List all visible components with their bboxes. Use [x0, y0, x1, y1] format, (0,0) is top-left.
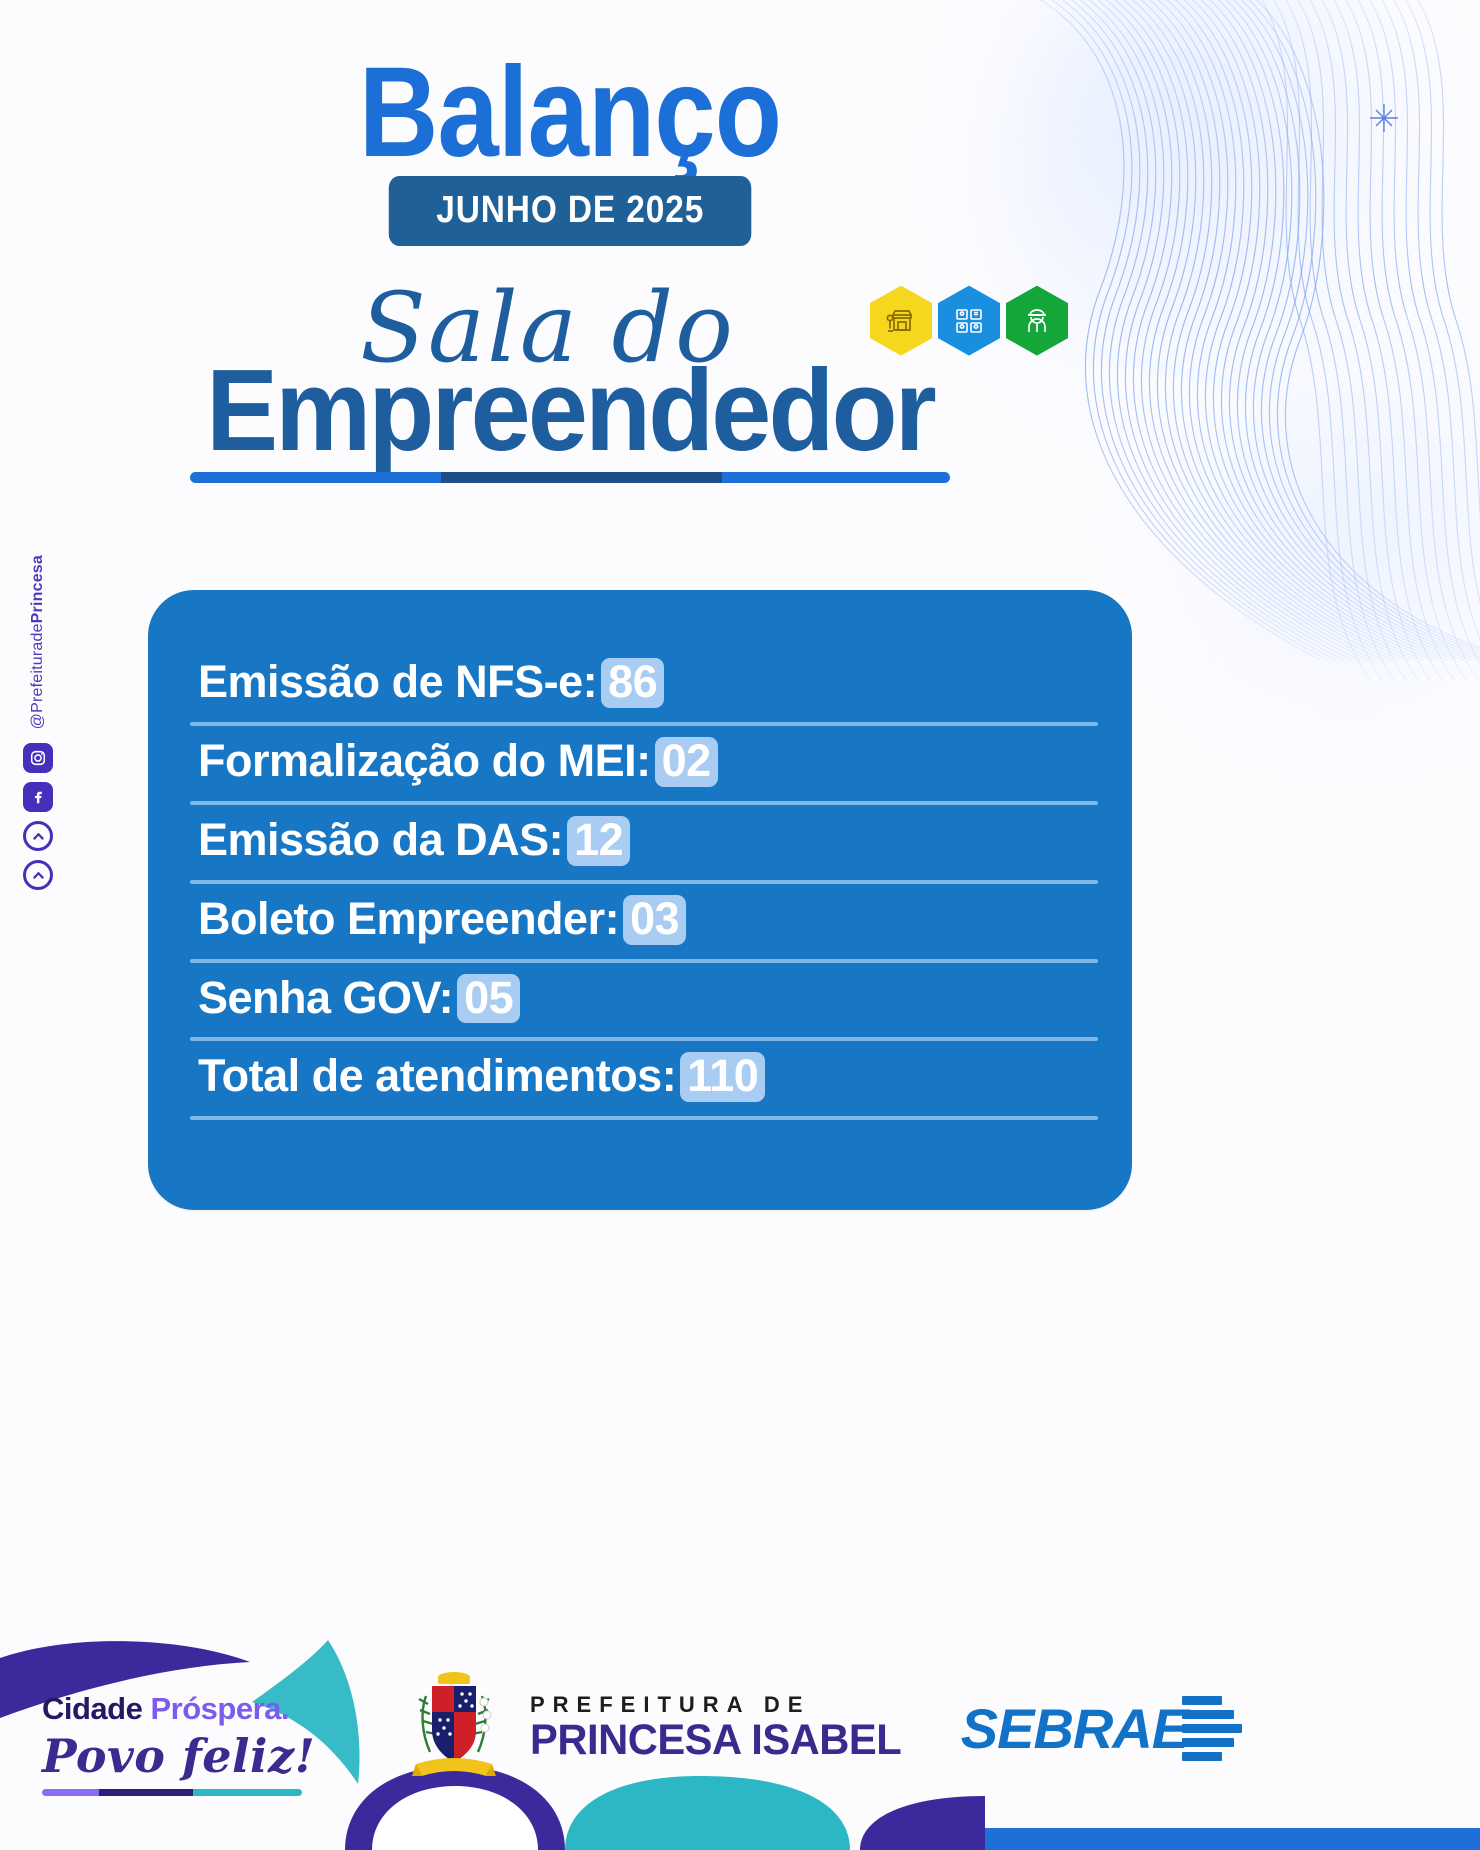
stat-label: Boleto Empreender: [198, 892, 620, 944]
slogan-line-2: Povo feliz! [42, 1729, 316, 1783]
stat-row-text: Total de atendimentos: 110 [174, 1050, 1106, 1103]
social-rail: @PrefeituradePrincesa [14, 555, 62, 891]
slogan-line-1b: Próspera. [150, 1691, 289, 1726]
slogan-line-1: Cidade Próspera. [42, 1691, 342, 1727]
stat-label: Emissão da DAS: [198, 813, 564, 865]
slogan-line-1a: Cidade [42, 1691, 151, 1726]
brand-lockup: Sala do [0, 272, 1140, 502]
social-handle-prefix: @Prefeiturade [29, 623, 46, 730]
page-title: Balanço [358, 41, 782, 184]
sebrae-logo: SEBRAE [960, 1695, 1243, 1761]
poster-header: Balanço JUNHO DE 2025 Sala do [0, 0, 1140, 502]
hex-icon-group [870, 285, 1068, 356]
stat-label: Formalização do MEI: [198, 734, 651, 786]
row-separator [190, 879, 1098, 884]
list-item: Senha GOV: 05 [174, 971, 1106, 1028]
brand-script-text: Sala do [360, 271, 735, 384]
stat-value: 02 [654, 736, 718, 787]
sebrae-wordmark: SEBRAE [960, 1696, 1189, 1760]
stat-value: 110 [680, 1052, 766, 1103]
social-icon-group [23, 743, 53, 891]
poster-footer: Cidade Próspera. Povo feliz! [0, 1640, 1480, 1850]
list-item: Boleto Empreender: 03 [174, 892, 1106, 949]
stats-list: Emissão de NFS-e: 86 Formalização do MEI:… [174, 658, 1106, 1131]
stat-row-text: Boleto Empreender: 03 [174, 892, 1106, 945]
stat-value: 12 [567, 815, 631, 866]
coat-of-arms-icon [412, 1672, 496, 1776]
stat-label: Emissão de NFS-e: [198, 656, 598, 707]
list-item: Emissão de NFS-e: 86 [174, 658, 1106, 712]
row-separator [190, 1116, 1098, 1121]
month-badge: JUNHO DE 2025 [388, 175, 752, 246]
brand-bold-text: Empreendedor [206, 344, 937, 475]
stat-label: Total de atendimentos: [198, 1050, 677, 1102]
instagram-icon[interactable] [23, 743, 53, 774]
row-separator [190, 800, 1098, 805]
stat-value: 05 [457, 973, 521, 1024]
row-separator [190, 1037, 1098, 1042]
prefeitura-big-text: PRINCESA ISABEL [530, 1716, 902, 1764]
list-item: Formalização do MEI: 02 [174, 734, 1106, 791]
facebook-icon[interactable] [23, 782, 53, 813]
chevron-up-circle-icon[interactable] [23, 860, 53, 891]
social-handle: @PrefeituradePrincesa [29, 555, 47, 729]
stat-row-text: Senha GOV: 05 [174, 971, 1106, 1024]
social-handle-bold: Princesa [29, 555, 46, 624]
service-desk-icon [938, 285, 1000, 356]
sebrae-bars-icon [1182, 1695, 1243, 1761]
chevron-up-circle-icon[interactable] [23, 821, 53, 852]
brand-underline-rule [190, 471, 950, 483]
stat-value: 03 [623, 894, 687, 945]
worker-icon [1006, 285, 1068, 356]
row-separator [190, 721, 1098, 726]
footer-decoration [0, 1640, 1480, 1850]
footer-logos: PREFEITURA DE PRINCESA ISABEL SEBRAE [400, 1668, 1243, 1788]
prefeitura-small-text: PREFEITURA DE [530, 1692, 811, 1717]
stat-row-text: Formalização do MEI: 02 [174, 734, 1106, 787]
stat-row-text: Emissão da DAS: 12 [174, 813, 1106, 866]
city-slogan: Cidade Próspera. Povo feliz! [42, 1691, 342, 1796]
list-item: Total de atendimentos: 110 [174, 1052, 1106, 1106]
list-item: Emissão da DAS: 12 [174, 813, 1106, 870]
prefeitura-wordmark: PREFEITURA DE PRINCESA ISABEL [530, 1694, 913, 1762]
slogan-underline [42, 1789, 302, 1796]
row-separator [190, 958, 1098, 963]
stat-row-text: Emissão de NFS-e: 86 [174, 658, 1106, 708]
stat-value: 86 [601, 658, 665, 708]
stat-label: Senha GOV: [198, 971, 454, 1023]
stats-card: Emissão de NFS-e: 86 Formalização do MEI:… [148, 590, 1132, 1210]
